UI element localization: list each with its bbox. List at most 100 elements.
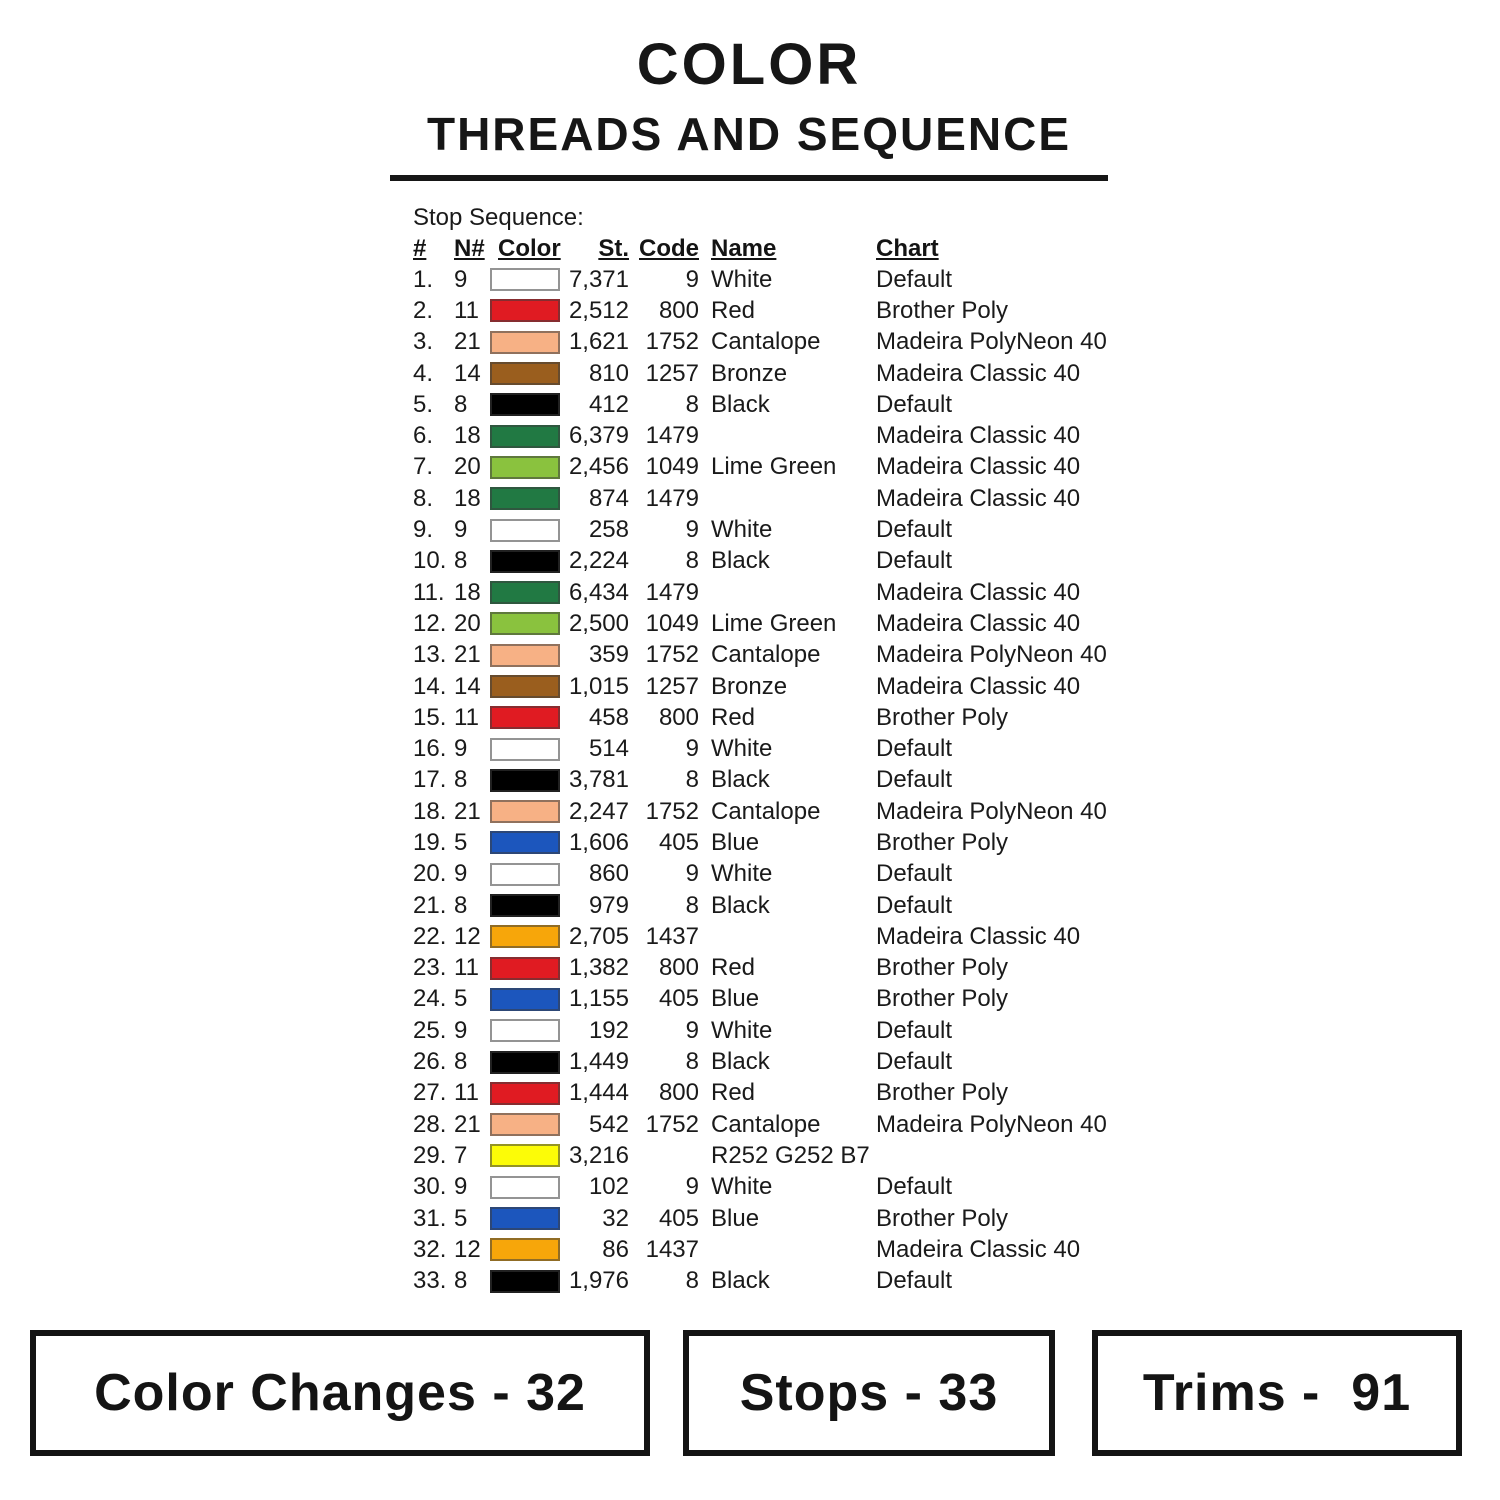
thread-code: 800 — [658, 954, 699, 982]
row-number: 8. — [413, 484, 434, 512]
stitch-count: 1,444 — [568, 1079, 629, 1107]
thread-code: 1752 — [645, 1110, 699, 1138]
thread-name: Black — [711, 390, 770, 418]
needle-number: 18 — [454, 422, 481, 450]
col-header-needle: N# — [454, 235, 485, 262]
stitch-count: 412 — [588, 390, 629, 418]
thread-chart: Default — [876, 390, 953, 418]
thread-name: Blue — [711, 1204, 760, 1232]
table-row: 20. 9 860 9 White Default — [413, 859, 1126, 890]
row-number: 33. — [413, 1267, 447, 1295]
stops-box: Stops - 33 — [683, 1330, 1055, 1456]
thread-code: 9 — [685, 1016, 699, 1044]
table-row: 4. 14 810 1257 Bronze Madeira Classic 40 — [413, 358, 1126, 389]
color-swatch — [490, 1207, 560, 1231]
thread-chart: Brother Poly — [876, 296, 1009, 324]
table-body: 1. 9 7,371 9 White Default 2. 11 2,512 8… — [413, 264, 1126, 1297]
row-number: 24. — [413, 985, 447, 1013]
needle-number: 11 — [454, 1079, 479, 1107]
needle-number: 9 — [454, 1016, 468, 1044]
thread-code: 405 — [658, 1204, 699, 1232]
thread-name: Red — [711, 1079, 756, 1107]
table-row: 32. 12 86 1437 Madeira Classic 40 — [413, 1234, 1126, 1265]
table-row: 8. 18 874 1479 Madeira Classic 40 — [413, 483, 1126, 514]
table-row: 1. 9 7,371 9 White Default — [413, 264, 1126, 295]
color-swatch — [490, 1269, 560, 1293]
color-swatch — [490, 1019, 560, 1043]
table-row: 18. 21 2,247 1752 Cantalope Madeira Poly… — [413, 796, 1126, 827]
needle-number: 21 — [454, 1110, 481, 1138]
stitch-count: 2,512 — [568, 296, 629, 324]
color-swatch — [490, 862, 560, 886]
col-header-color: Color — [498, 235, 561, 262]
table-row: 16. 9 514 9 White Default — [413, 733, 1126, 764]
stitch-count: 458 — [588, 703, 629, 731]
stitch-count: 860 — [588, 860, 629, 888]
stitch-count: 1,155 — [568, 985, 629, 1013]
row-number: 9. — [413, 516, 434, 544]
table-row: 31. 5 32 405 Blue Brother Poly — [413, 1203, 1126, 1234]
needle-number: 8 — [454, 766, 468, 794]
col-header-chart: Chart — [876, 235, 939, 262]
color-swatch — [490, 1113, 560, 1137]
row-number: 20. — [413, 860, 447, 888]
needle-number: 11 — [454, 703, 479, 731]
page-title: COLOR — [636, 32, 862, 97]
table-row: 33. 8 1,976 8 Black Default — [413, 1266, 1126, 1297]
needle-number: 9 — [454, 1173, 468, 1201]
table-row: 27. 11 1,444 800 Red Brother Poly — [413, 1078, 1126, 1109]
needle-number: 9 — [454, 735, 468, 763]
needle-number: 5 — [454, 1204, 468, 1232]
thread-code: 1752 — [645, 641, 699, 669]
row-number: 14. — [413, 672, 447, 700]
row-number: 26. — [413, 1048, 447, 1076]
color-swatch — [490, 424, 560, 448]
thread-name: Cantalope — [711, 797, 821, 825]
color-swatch — [490, 581, 560, 605]
stitch-count: 1,015 — [568, 672, 629, 700]
needle-number: 8 — [454, 1048, 468, 1076]
thread-name: Black — [711, 891, 770, 919]
col-header-stitches: St. — [598, 235, 629, 262]
stitch-count: 359 — [588, 641, 629, 669]
stitch-count: 542 — [588, 1110, 629, 1138]
row-number: 10. — [413, 547, 447, 575]
thread-chart: Madeira PolyNeon 40 — [876, 641, 1107, 669]
color-swatch — [490, 987, 560, 1011]
table-row: 17. 8 3,781 8 Black Default — [413, 765, 1126, 796]
thread-chart: Default — [876, 547, 953, 575]
table-row: 14. 14 1,015 1257 Bronze Madeira Classic… — [413, 671, 1126, 702]
needle-number: 20 — [454, 609, 481, 637]
color-swatch — [490, 1081, 560, 1105]
row-number: 31. — [413, 1204, 447, 1232]
thread-chart: Madeira Classic 40 — [876, 1235, 1081, 1263]
row-number: 29. — [413, 1141, 447, 1169]
thread-chart: Default — [876, 891, 953, 919]
thread-name: Blue — [711, 985, 760, 1013]
row-number: 6. — [413, 422, 434, 450]
thread-code: 1049 — [645, 609, 699, 637]
thread-code: 9 — [685, 265, 699, 293]
thread-chart: Default — [876, 1016, 953, 1044]
thread-name: Bronze — [711, 359, 788, 387]
thread-chart: Brother Poly — [876, 954, 1009, 982]
needle-number: 18 — [454, 578, 481, 606]
table-row: 25. 9 192 9 White Default — [413, 1015, 1126, 1046]
stitch-count: 102 — [588, 1173, 629, 1201]
thread-chart: Brother Poly — [876, 1079, 1009, 1107]
thread-name: White — [711, 1173, 773, 1201]
stitch-count: 514 — [588, 735, 629, 763]
table-row: 28. 21 542 1752 Cantalope Madeira PolyNe… — [413, 1109, 1126, 1140]
thread-chart: Brother Poly — [876, 1204, 1009, 1232]
table-row: 21. 8 979 8 Black Default — [413, 890, 1126, 921]
thread-code: 8 — [685, 390, 699, 418]
color-swatch — [490, 299, 560, 323]
table-row: 10. 8 2,224 8 Black Default — [413, 546, 1126, 577]
thread-chart: Default — [876, 735, 953, 763]
needle-number: 12 — [454, 922, 481, 950]
thread-name: Black — [711, 547, 770, 575]
row-number: 28. — [413, 1110, 447, 1138]
row-number: 18. — [413, 797, 447, 825]
stitch-count: 2,224 — [568, 547, 629, 575]
needle-number: 5 — [454, 828, 468, 856]
